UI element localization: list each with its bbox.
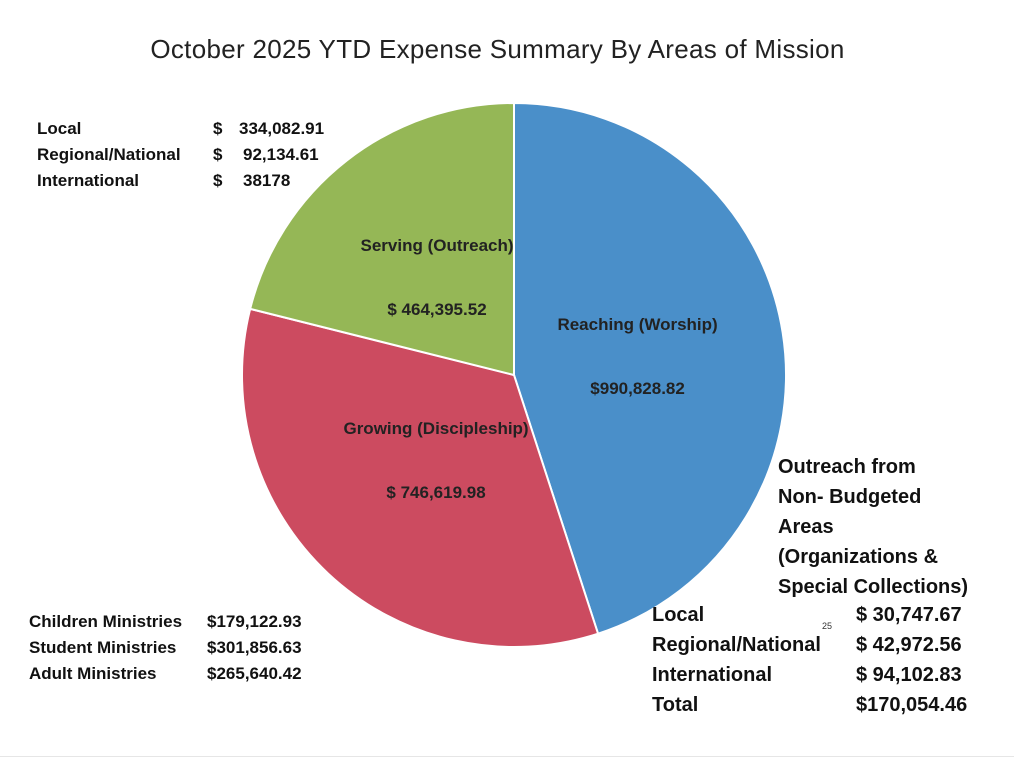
slice-label-reaching: Reaching (Worship) <box>557 315 718 335</box>
serving-amount: 334,082.91 <box>239 119 325 138</box>
serving-row-international: International $ 38178 <box>37 168 324 194</box>
outreach-label: International <box>652 664 773 686</box>
outreach-row-local: Local $ 30,747.67 <box>652 600 967 630</box>
slice-label-growing: Growing (Discipleship) <box>343 418 529 438</box>
serving-row-regional: Regional/National $ 92,134.61 <box>37 142 324 168</box>
slice-value-serving: $ 464,395.52 <box>387 300 487 320</box>
serving-breakdown: Local $ 334,082.91 Regional/National $ 9… <box>37 116 324 194</box>
growing-row-student: Student Ministries $301,856.63 <box>29 635 302 661</box>
footer-divider <box>0 756 1014 757</box>
serving-label: Regional/National <box>37 145 181 164</box>
serving-currency: $ <box>213 145 223 164</box>
slice-label-serving: Serving (Outreach) <box>360 236 514 256</box>
outreach-row-total: Total $170,054.46 <box>652 690 967 720</box>
chart-title: October 2025 YTD Expense Summary By Area… <box>150 34 845 64</box>
serving-amount: 38178 <box>243 171 291 190</box>
outreach-heading-line: (Organizations & <box>778 546 939 568</box>
outreach-heading-line: Areas <box>778 516 834 538</box>
outreach-heading-line: Non- Budgeted <box>778 486 922 508</box>
outreach-table: Local $ 30,747.67 Regional/National $ 42… <box>652 600 967 720</box>
pie-slice-serving <box>248 101 515 377</box>
outreach-row-regional: Regional/National $ 42,972.56 <box>652 630 967 660</box>
outreach-amount: $ 94,102.83 <box>856 664 962 686</box>
serving-currency: $ <box>213 119 223 138</box>
outreach-label: Regional/National <box>652 634 821 656</box>
growing-amount: $179,122.93 <box>207 612 302 631</box>
serving-label: International <box>37 171 140 190</box>
growing-row-adult: Adult Ministries $265,640.42 <box>29 661 302 687</box>
serving-currency: $ <box>213 171 223 190</box>
growing-label: Student Ministries <box>29 638 177 657</box>
pie-slice-reaching <box>513 101 787 635</box>
outreach-heading-line: Outreach from <box>778 456 916 478</box>
outreach-heading-line: Special Collections) <box>778 576 969 598</box>
outreach-label: Total <box>652 694 699 716</box>
growing-amount: $265,640.42 <box>207 664 302 683</box>
page-number: 25 <box>822 621 833 631</box>
slice-value-growing: $ 746,619.98 <box>386 482 486 502</box>
serving-row-local: Local $ 334,082.91 <box>37 116 324 142</box>
outreach-row-international: International $ 94,102.83 <box>652 660 967 690</box>
growing-row-children: Children Ministries $179,122.93 <box>29 609 302 635</box>
outreach-amount: $ 42,972.56 <box>856 634 962 656</box>
pie-slice-growing <box>241 307 600 648</box>
outreach-amount: $ 30,747.67 <box>856 604 962 626</box>
growing-amount: $301,856.63 <box>207 638 302 657</box>
slice-value-reaching: $990,828.82 <box>590 379 685 399</box>
outreach-label: Local <box>652 604 705 626</box>
outreach-heading: Outreach from Non- Budgeted Areas (Organ… <box>778 452 968 602</box>
serving-amount: 92,134.61 <box>243 145 319 164</box>
growing-label: Children Ministries <box>29 612 183 631</box>
growing-breakdown: Children Ministries $179,122.93 Student … <box>29 609 302 687</box>
serving-label: Local <box>37 119 82 138</box>
outreach-amount: $170,054.46 <box>856 694 968 716</box>
growing-label: Adult Ministries <box>29 664 157 683</box>
